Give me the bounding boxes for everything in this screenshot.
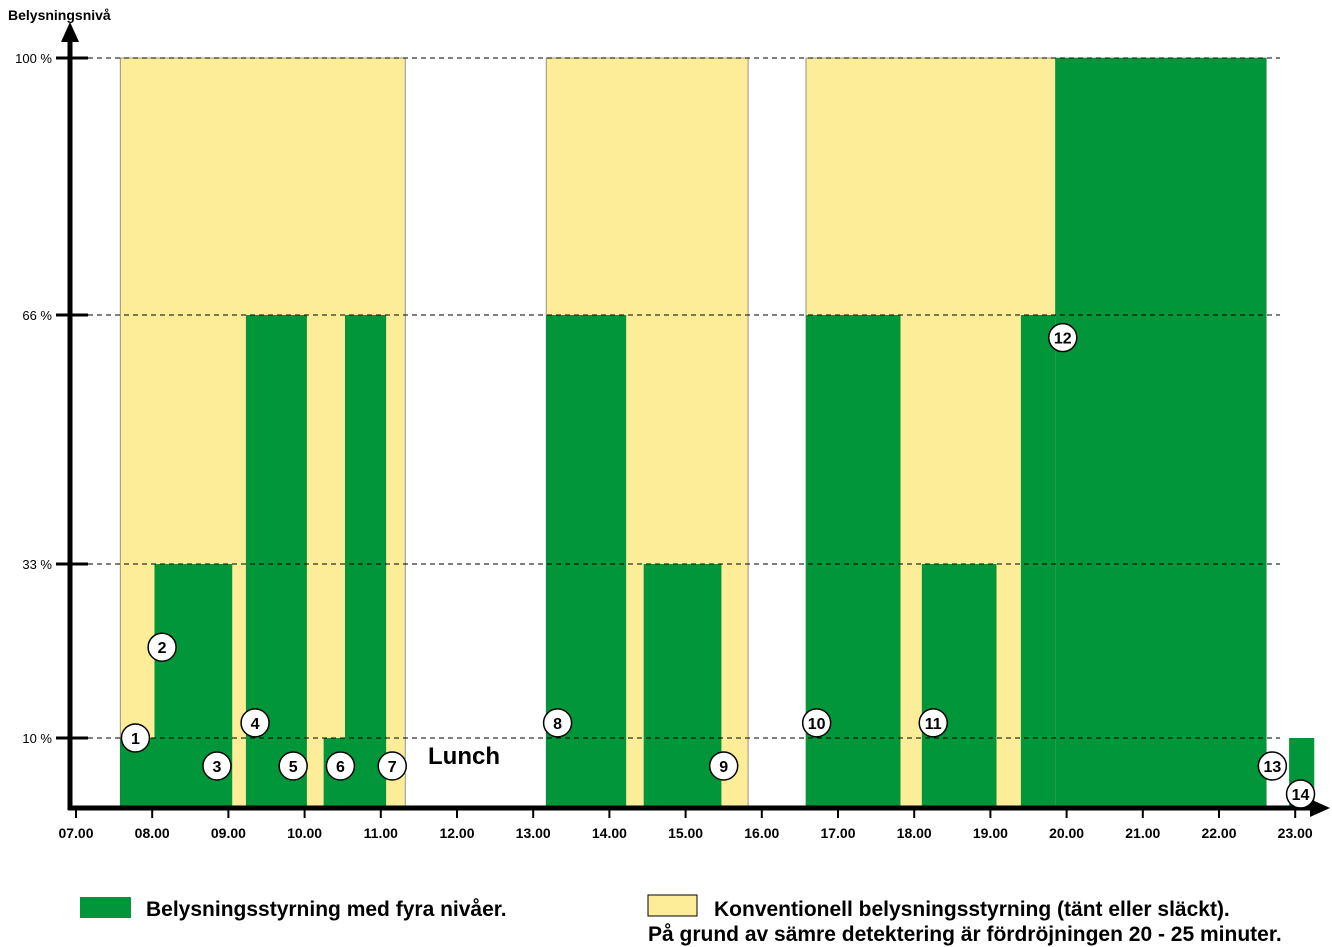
marker-7: 7 bbox=[377, 751, 407, 781]
x-tick-label-10: 16.00 bbox=[744, 825, 779, 841]
marker-circle bbox=[377, 751, 407, 781]
x-axis-arrowhead bbox=[1310, 799, 1330, 817]
marker-circle bbox=[1257, 751, 1288, 781]
marker-label: 4 bbox=[251, 716, 260, 733]
gridlines bbox=[88, 57, 1280, 739]
x-tick-label-17: 23.00 bbox=[1278, 825, 1313, 841]
x-tick-label-14: 20.00 bbox=[1049, 825, 1084, 841]
legend-swatch-conventional bbox=[647, 894, 698, 917]
marker-label: 11 bbox=[925, 716, 942, 733]
marker-12: 12 bbox=[1048, 322, 1078, 353]
marker-10: 10 bbox=[801, 708, 832, 738]
marker-circle bbox=[202, 751, 232, 781]
marker-11: 11 bbox=[918, 708, 948, 738]
marker-label: 10 bbox=[808, 716, 826, 733]
marker-circle bbox=[325, 751, 356, 781]
marker-circle bbox=[918, 708, 948, 738]
marker-label: 14 bbox=[1292, 787, 1310, 804]
marker-4: 4 bbox=[240, 708, 270, 738]
x-tick-label-3: 09.00 bbox=[211, 825, 246, 841]
marker-label: 9 bbox=[719, 759, 728, 776]
marker-circle bbox=[1285, 779, 1316, 809]
x-tick-label-7: 13.00 bbox=[516, 825, 551, 841]
marker-13: 13 bbox=[1257, 751, 1288, 781]
x-tick-label-16: 22.00 bbox=[1201, 825, 1236, 841]
marker-3: 3 bbox=[202, 751, 232, 781]
axes bbox=[61, 22, 1330, 817]
marker-8: 8 bbox=[542, 708, 573, 738]
y-axis-arrowhead bbox=[61, 22, 79, 42]
marker-label: 8 bbox=[553, 716, 562, 733]
marker-2: 2 bbox=[147, 632, 177, 662]
y-axis-title: Belysningsnivå bbox=[8, 7, 111, 23]
x-tick-label-5: 11.00 bbox=[364, 825, 398, 841]
y-tick-label-10: 10 % bbox=[22, 731, 52, 746]
x-tick-label-4: 10.00 bbox=[287, 825, 322, 841]
y-tick-label-33: 33 % bbox=[22, 557, 52, 572]
marker-9: 9 bbox=[708, 751, 739, 781]
legend-label-four-level: Belysningsstyrning med fyra nivåer. bbox=[146, 898, 507, 921]
marker-label: 1 bbox=[131, 731, 140, 748]
marker-circle bbox=[542, 708, 573, 738]
marker-14: 14 bbox=[1285, 779, 1316, 809]
marker-label: 2 bbox=[158, 640, 167, 657]
x-tick-label-8: 14.00 bbox=[592, 825, 627, 841]
four-level-block-10 bbox=[1020, 315, 1056, 808]
y-tick-label-100: 100 % bbox=[15, 51, 52, 66]
x-tick-label-11: 17.00 bbox=[820, 825, 855, 841]
marker-circle bbox=[278, 751, 308, 781]
marker-circle bbox=[147, 632, 177, 662]
y-tick-labels: 10 % 33 % 66 % 100 % bbox=[15, 51, 88, 746]
x-tick-label-6: 12.00 bbox=[439, 825, 474, 841]
four-level-block-7 bbox=[643, 564, 722, 808]
marker-label: 3 bbox=[213, 759, 222, 776]
marker-circle bbox=[240, 708, 270, 738]
four-level-block-9 bbox=[921, 564, 997, 808]
marker-label: 13 bbox=[1263, 759, 1281, 776]
legend-swatch-four-level bbox=[80, 897, 131, 918]
legend-label-conventional: Konventionell belysningsstyrning (tänt e… bbox=[714, 898, 1230, 921]
four-level-block-11 bbox=[1055, 58, 1267, 808]
marker-5: 5 bbox=[278, 751, 308, 781]
x-tick-label-15: 21.00 bbox=[1125, 825, 1160, 841]
x-tick-label-12: 18.00 bbox=[897, 825, 932, 841]
marker-circle bbox=[708, 751, 739, 781]
x-tick-label-9: 15.00 bbox=[668, 825, 703, 841]
marker-1: 1 bbox=[120, 723, 151, 753]
marker-label: 5 bbox=[289, 759, 298, 776]
lunch-annotation: Lunch bbox=[428, 743, 500, 770]
legend-note-conventional: På grund av sämre detektering är fördröj… bbox=[648, 923, 1282, 946]
x-tick-label-1: 07.00 bbox=[58, 825, 93, 841]
marker-label: 12 bbox=[1054, 331, 1072, 348]
x-tick-label-13: 19.00 bbox=[973, 825, 1008, 841]
marker-circle bbox=[801, 708, 832, 738]
marker-6: 6 bbox=[325, 751, 356, 781]
x-tick-label-2: 08.00 bbox=[135, 825, 170, 841]
marker-circle bbox=[120, 723, 151, 753]
marker-circle bbox=[1048, 322, 1078, 353]
x-tick-labels: 07.00 08.00 09.00 10.00 11.00 12.00 13.00 14.00… bbox=[58, 808, 1313, 841]
marker-label: 6 bbox=[336, 759, 345, 776]
y-tick-label-66: 66 % bbox=[22, 308, 52, 323]
four-level-block-5 bbox=[344, 315, 387, 808]
marker-label: 7 bbox=[388, 759, 397, 776]
